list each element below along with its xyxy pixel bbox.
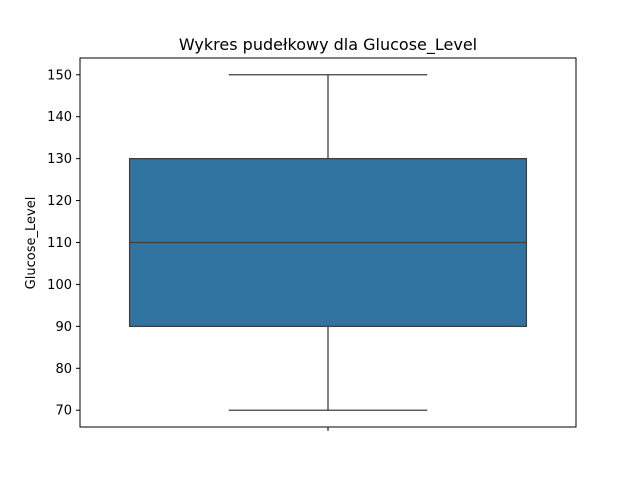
y-tick-label: 100 bbox=[47, 278, 72, 293]
y-axis-label: Glucose_Level bbox=[24, 197, 39, 290]
chart-title: Wykres pudełkowy dla Glucose_Level bbox=[179, 35, 477, 55]
y-tick-label: 90 bbox=[55, 320, 72, 335]
y-tick-label: 150 bbox=[47, 68, 72, 83]
y-tick-label: 120 bbox=[47, 194, 72, 209]
y-tick-label: 130 bbox=[47, 152, 72, 167]
y-tick-label: 140 bbox=[47, 110, 72, 125]
y-tick-label: 70 bbox=[55, 404, 72, 419]
y-axis-ticks: 70 80 90 100 110 120 130 140 150 bbox=[47, 68, 80, 419]
y-tick-label: 80 bbox=[55, 362, 72, 377]
plot-area bbox=[128, 74, 528, 411]
y-tick-label: 110 bbox=[47, 236, 72, 251]
